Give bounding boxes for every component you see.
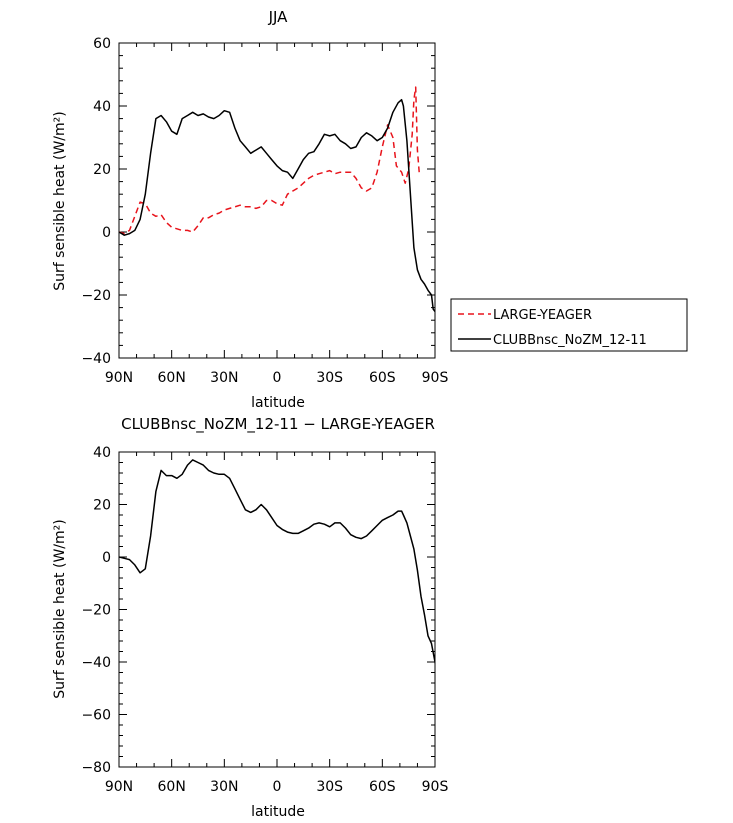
x-tick-label: 90S	[422, 370, 449, 386]
bottom-chart-panel: CLUBBnsc_NoZM_12-11 − LARGE-YEAGER 90N 60…	[52, 415, 448, 820]
top-chart-ylabel: Surf sensible heat (W/m²)	[52, 111, 68, 290]
top-chart-title: JJA	[268, 8, 289, 26]
x-tick-label: 30N	[210, 370, 238, 386]
x-tick-label: 30S	[316, 370, 343, 386]
series-line-0-0	[119, 86, 420, 235]
bottom-chart-series	[119, 459, 435, 668]
y-tick-label: −60	[81, 708, 111, 724]
y-tick-label: −40	[81, 655, 111, 671]
x-tick-label: 60N	[158, 370, 186, 386]
y-tick-label: −80	[81, 760, 111, 776]
y-tick-label: 40	[93, 445, 111, 461]
x-tick-label: 90S	[422, 779, 449, 795]
legend-label-large-yeager: LARGE-YEAGER	[493, 308, 592, 323]
legend: LARGE-YEAGER CLUBBnsc_NoZM_12-11	[450, 298, 688, 352]
x-tick-label: 90N	[105, 370, 133, 386]
y-tick-label: 0	[102, 550, 111, 566]
y-tick-label: 0	[102, 225, 111, 241]
y-tick-label: 60	[93, 36, 111, 52]
top-chart-series	[119, 86, 435, 313]
x-tick-label: 0	[273, 370, 282, 386]
x-tick-label: 60N	[158, 779, 186, 795]
bottom-chart-xlabel: latitude	[251, 804, 305, 820]
series-line-1-0	[119, 459, 435, 668]
x-tick-label: 60S	[369, 779, 396, 795]
y-tick-label: 20	[93, 162, 111, 178]
legend-label-clubb: CLUBBnsc_NoZM_12-11	[493, 333, 647, 348]
bottom-chart-ticks: 90N 60N 30N 0 30S 60S 90S −80 −60 −40 −20 0 20 40	[81, 445, 448, 795]
y-tick-label: 20	[93, 498, 111, 514]
bottom-chart-frame	[118, 451, 436, 768]
y-tick-label: 40	[93, 99, 111, 115]
y-tick-label: −20	[81, 288, 111, 304]
top-chart-frame	[118, 42, 436, 359]
x-tick-label: 0	[273, 779, 282, 795]
legend-box	[450, 298, 688, 352]
bottom-chart-title: CLUBBnsc_NoZM_12-11 − LARGE-YEAGER	[121, 415, 435, 434]
top-chart-ticks: 90N 60N 30N 0 30S 60S 90S −40 −20 0 20 40 60	[81, 36, 448, 386]
series-line-0-1	[119, 98, 435, 313]
bottom-chart-ylabel: Surf sensible heat (W/m²)	[52, 519, 68, 698]
x-tick-label: 30S	[316, 779, 343, 795]
y-tick-label: −20	[81, 603, 111, 619]
x-tick-label: 30N	[210, 779, 238, 795]
top-chart-panel: JJA 90N 60N 30N 0 30S 60S 90S −40 −20 0 20 40 60 lat…	[52, 8, 448, 411]
x-tick-label: 90N	[105, 779, 133, 795]
y-tick-label: −40	[81, 351, 111, 367]
x-tick-label: 60S	[369, 370, 396, 386]
top-chart-xlabel: latitude	[251, 395, 305, 411]
